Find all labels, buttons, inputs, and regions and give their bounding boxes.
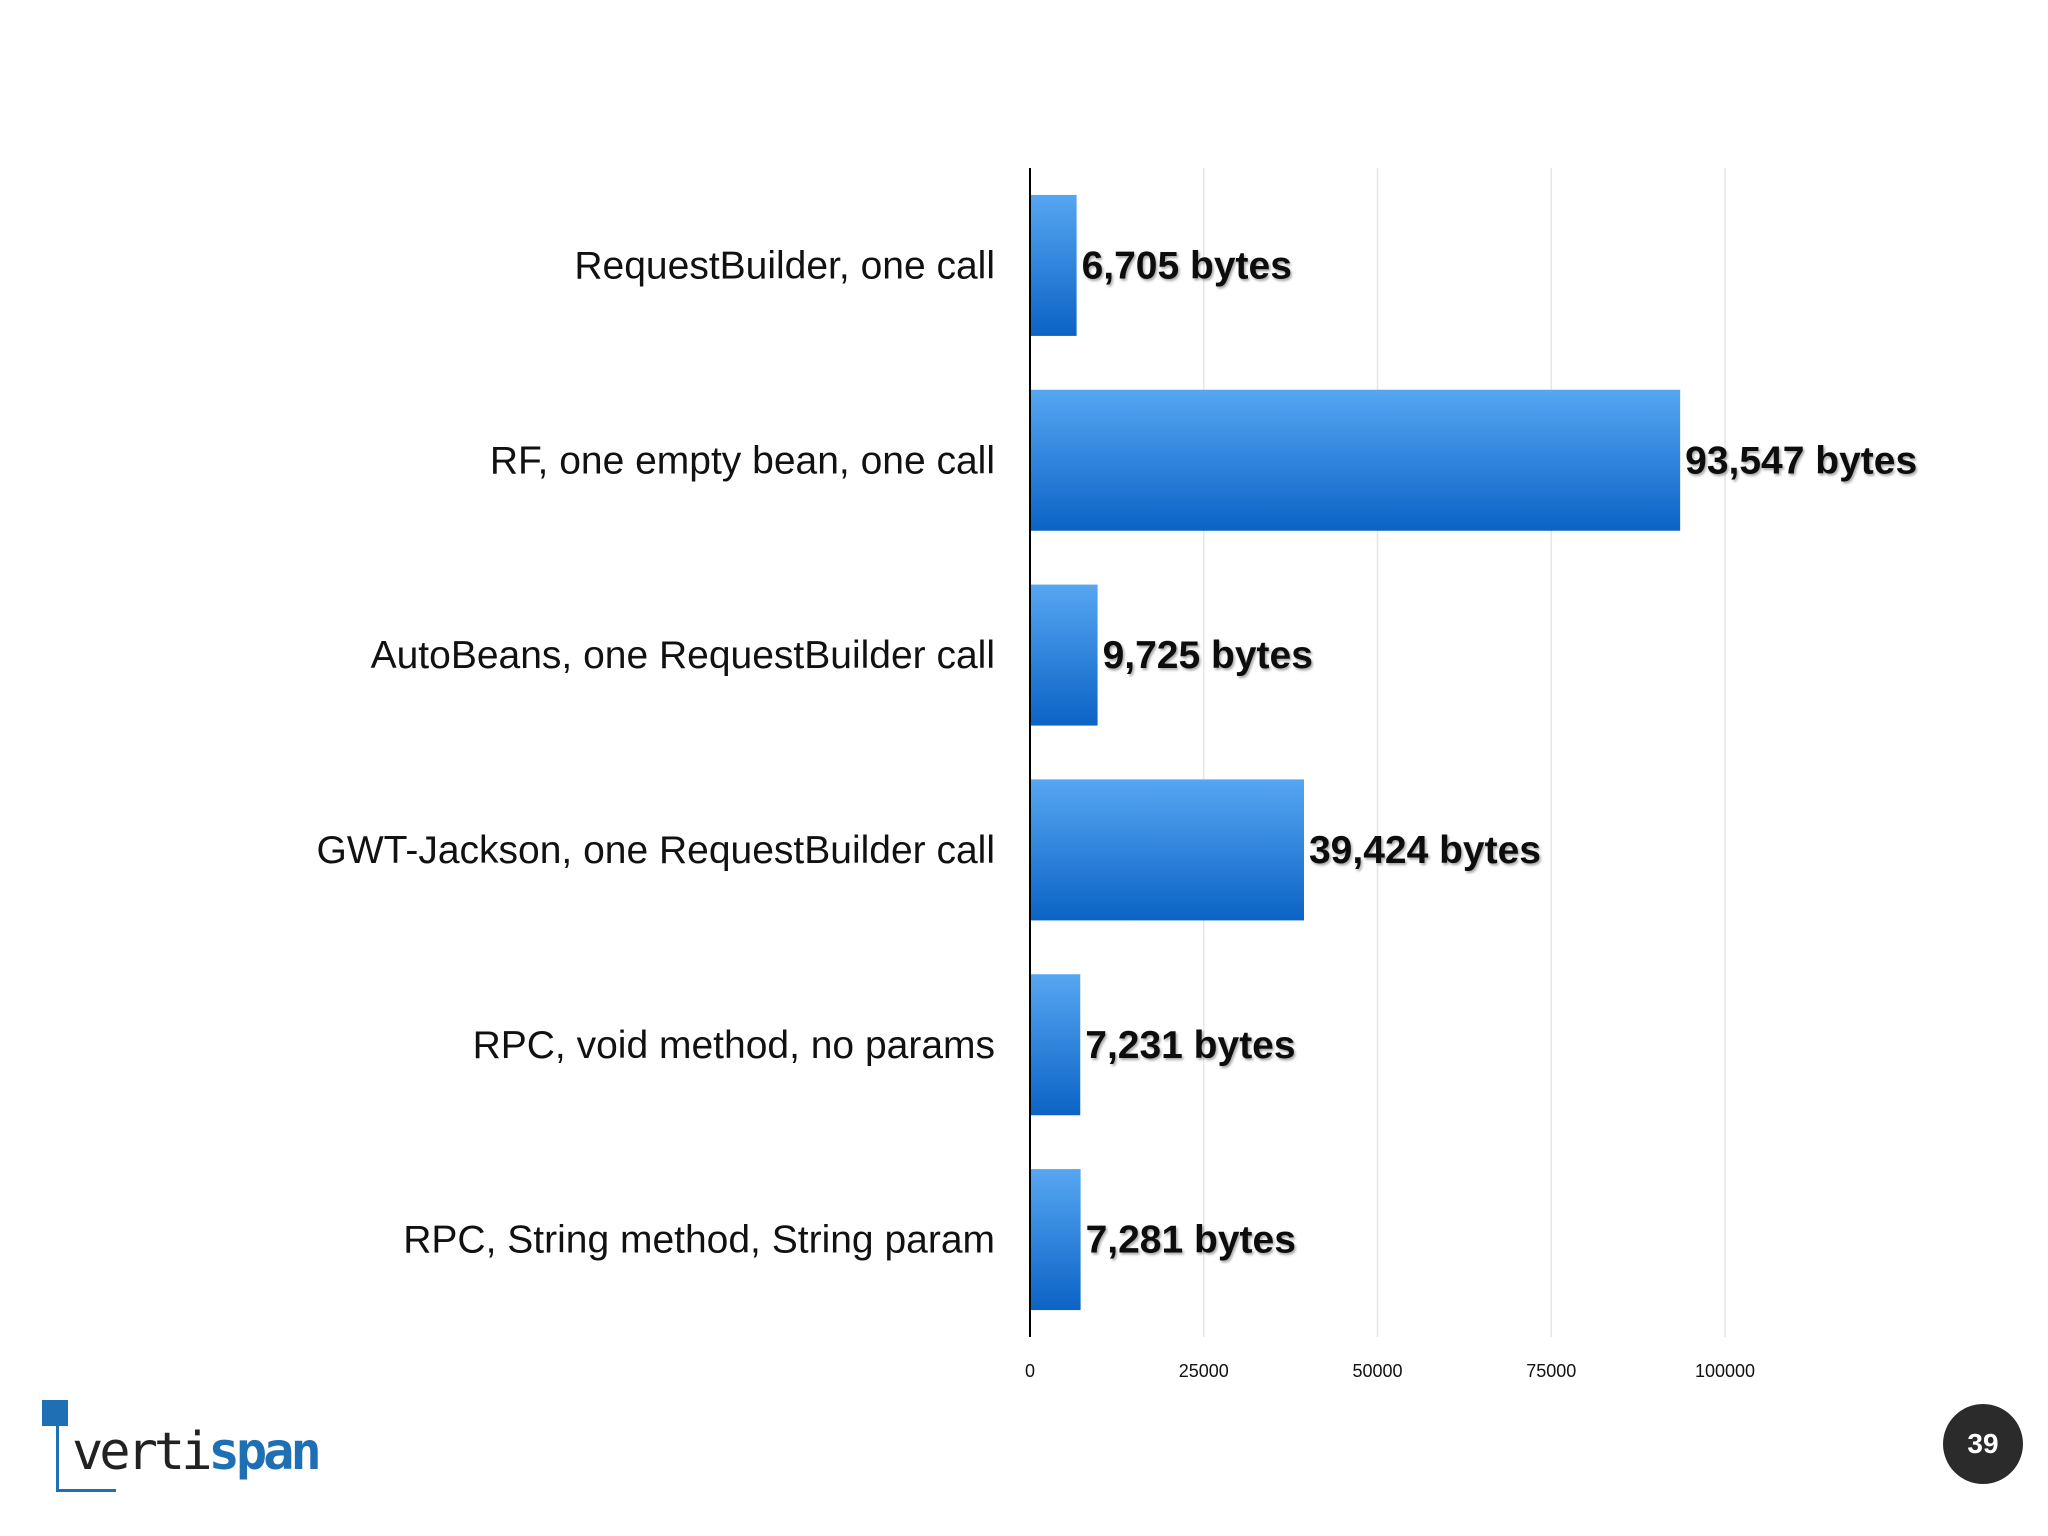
data-label: 7,281 bytes: [1086, 1219, 1296, 1262]
x-tick-label: 0: [1025, 1361, 1035, 1381]
data-label: 7,231 bytes: [1085, 1024, 1295, 1067]
logo-square-icon: [42, 1400, 68, 1426]
data-label: 6,705 bytes: [1082, 244, 1292, 287]
category-label: RPC, void method, no params: [473, 1024, 995, 1067]
data-label: 39,424 bytes: [1309, 829, 1541, 872]
bar: [1030, 194, 1077, 336]
category-label: RequestBuilder, one call: [574, 244, 995, 287]
vertispan-logo: vertispan: [42, 1400, 322, 1500]
bar: [1030, 779, 1304, 921]
x-tick-label: 100000: [1695, 1361, 1755, 1381]
logo-text-bold: span: [208, 1422, 322, 1482]
category-label: RPC, String method, String param: [403, 1219, 995, 1262]
category-label: GWT-Jackson, one RequestBuilder call: [317, 829, 995, 872]
logo-bracket-icon: [56, 1420, 116, 1492]
logo-text: vertispan: [72, 1422, 322, 1482]
x-tick-label: 50000: [1352, 1361, 1402, 1381]
gridlines: [1203, 168, 1726, 1337]
category-label: AutoBeans, one RequestBuilder call: [371, 634, 995, 677]
bar: [1030, 1169, 1081, 1311]
bar: [1030, 584, 1098, 726]
x-tick-label: 25000: [1179, 1361, 1229, 1381]
logo-text-light: verti: [72, 1422, 213, 1482]
page-number-badge: 39: [1943, 1404, 2023, 1484]
category-label: RF, one empty bean, one call: [490, 439, 995, 482]
bar: [1030, 974, 1081, 1116]
labels: 0 25000 50000 75000 100000 RequestBuilder, on…: [317, 244, 1918, 1381]
bar: [1030, 389, 1681, 531]
x-tick-label: 75000: [1526, 1361, 1576, 1381]
data-label: 9,725 bytes: [1103, 634, 1313, 677]
bars: [1030, 194, 1681, 1311]
data-label: 93,547 bytes: [1685, 439, 1917, 482]
